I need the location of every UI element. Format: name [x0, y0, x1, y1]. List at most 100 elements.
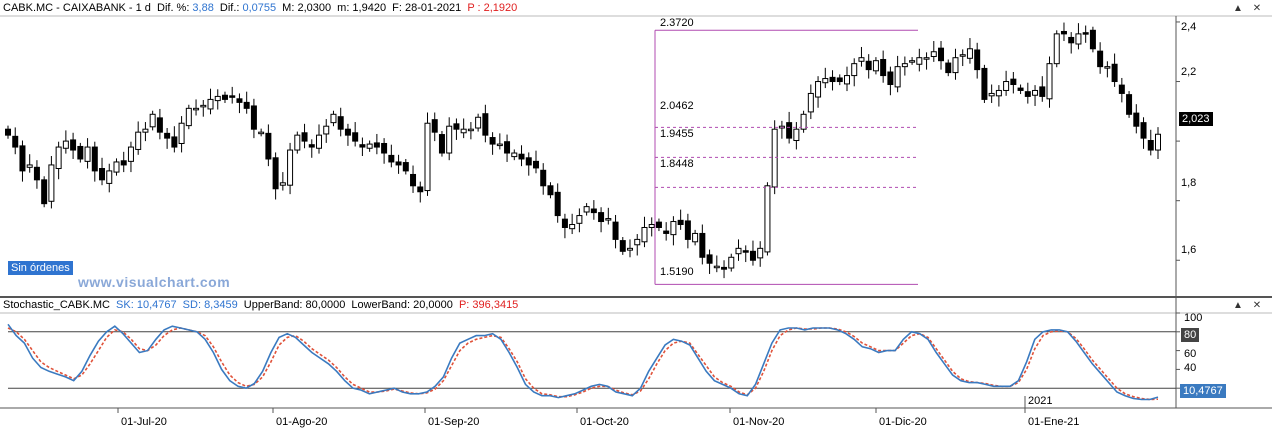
candle-body	[836, 77, 843, 83]
candle-body	[265, 132, 272, 160]
candle-body	[236, 98, 243, 103]
candle-body	[352, 132, 359, 142]
y-tick-label: 2,2	[1181, 66, 1197, 78]
candle-body	[214, 95, 221, 102]
candle-body	[945, 62, 952, 74]
candle-body	[1089, 29, 1096, 50]
candle-body	[677, 219, 684, 226]
candle-body	[974, 49, 981, 71]
candle-body	[988, 92, 995, 97]
candle-body	[1147, 140, 1154, 151]
oscillator-panel: Stochastic_CABK.MC SK: 10,4767 SD: 8,345…	[0, 297, 1272, 407]
candle-body	[359, 144, 366, 148]
candle-body	[1039, 86, 1046, 97]
candle-body	[1140, 122, 1147, 139]
candle-body	[843, 75, 850, 85]
price-value: P : 2,1920	[467, 2, 518, 14]
candle-body	[19, 145, 26, 172]
orders-badge[interactable]: Sin órdenes	[8, 261, 73, 275]
x-tick-label: 01-Sep-20	[428, 416, 480, 428]
candle-body	[865, 60, 872, 71]
y-tick-label: 1,8	[1181, 177, 1197, 189]
candle-body	[1024, 91, 1031, 97]
candle-body	[583, 206, 590, 213]
osc-lower: LowerBand: 20,0000	[351, 299, 453, 311]
candle-body	[70, 139, 77, 151]
candle-body	[5, 128, 11, 136]
dif-pct-label: Dif. %:	[157, 2, 190, 14]
candle-body	[12, 135, 19, 148]
fib-label: 1.5190	[660, 266, 694, 278]
candle-body	[880, 58, 887, 77]
candle-body	[822, 78, 829, 84]
candle-body	[525, 157, 532, 166]
fib-label: 2.0462	[660, 100, 694, 112]
candle-body	[800, 113, 807, 130]
candle-body	[1097, 50, 1104, 68]
candle-body	[815, 81, 822, 98]
candle-body	[120, 160, 127, 166]
candle-body	[178, 122, 185, 144]
candle-body	[605, 218, 612, 221]
candle-body	[164, 132, 171, 139]
candle-body	[699, 232, 706, 258]
candle-body	[511, 152, 518, 158]
osc-band-tag: 80	[1181, 328, 1200, 342]
candle-body	[381, 142, 388, 154]
candle-body	[901, 63, 908, 68]
price-panel-header: CABK.MC - CAIXABANK - 1 d Dif. %: 3,88 Di…	[3, 2, 520, 14]
candle-body	[424, 122, 431, 192]
watermark-logo: www.visualchart.com	[78, 274, 231, 290]
candle-body	[728, 256, 735, 269]
candle-body	[757, 247, 764, 259]
max-value: M: 2,0300	[282, 2, 332, 14]
candle-body	[272, 157, 279, 190]
chevron-up-icon[interactable]: ▲	[1233, 3, 1243, 14]
min-value: m: 1,9420	[337, 2, 387, 14]
candle-body	[388, 154, 395, 163]
candle-body	[1003, 81, 1010, 91]
candle-body	[496, 143, 503, 147]
candle-body	[250, 105, 257, 130]
osc-upper: UpperBand: 80,0000	[243, 299, 346, 311]
x-tick-label: 01-Nov-20	[733, 416, 785, 428]
candle-body	[308, 144, 315, 148]
candle-body	[721, 266, 728, 270]
osc-y-tick: 60	[1184, 348, 1197, 360]
x-tick-label: 01-Oct-20	[580, 416, 629, 428]
candle-body	[952, 57, 959, 74]
candle-body	[648, 224, 655, 228]
candle-body	[337, 116, 344, 130]
candle-body	[858, 57, 865, 62]
candle-body	[344, 128, 351, 136]
osc-y-tick: 40	[1184, 362, 1197, 374]
candle-body	[294, 134, 301, 151]
candle-body	[171, 136, 178, 148]
close-icon[interactable]: ✕	[1252, 300, 1262, 311]
fib-label: 1.8448	[660, 158, 694, 170]
close-icon[interactable]: ✕	[1252, 3, 1262, 14]
candle-body	[48, 164, 55, 202]
candle-body	[713, 265, 720, 269]
candle-body	[431, 119, 438, 133]
chevron-up-icon[interactable]: ▲	[1233, 300, 1243, 311]
y-tick-label: 2,4	[1181, 21, 1197, 33]
dif-pct-value: 3,88	[192, 2, 214, 14]
candle-body	[547, 185, 554, 196]
x-tick-label: 01-Jul-20	[121, 416, 167, 428]
candle-body	[851, 63, 858, 77]
candle-body	[598, 212, 605, 223]
candle-body	[330, 113, 337, 124]
candle-body	[1111, 63, 1118, 83]
candle-body	[446, 125, 453, 154]
candle-body	[438, 134, 445, 154]
oscillator-header: Stochastic_CABK.MC SK: 10,4767 SD: 8,345…	[3, 299, 521, 311]
candle-body	[106, 170, 113, 184]
y-tick-label: 1,6	[1181, 244, 1197, 256]
candle-body	[735, 247, 742, 255]
candle-body	[532, 160, 539, 169]
candle-body	[561, 218, 568, 228]
candle-body	[366, 143, 373, 149]
candle-body	[807, 92, 814, 113]
candle-body	[142, 128, 149, 133]
